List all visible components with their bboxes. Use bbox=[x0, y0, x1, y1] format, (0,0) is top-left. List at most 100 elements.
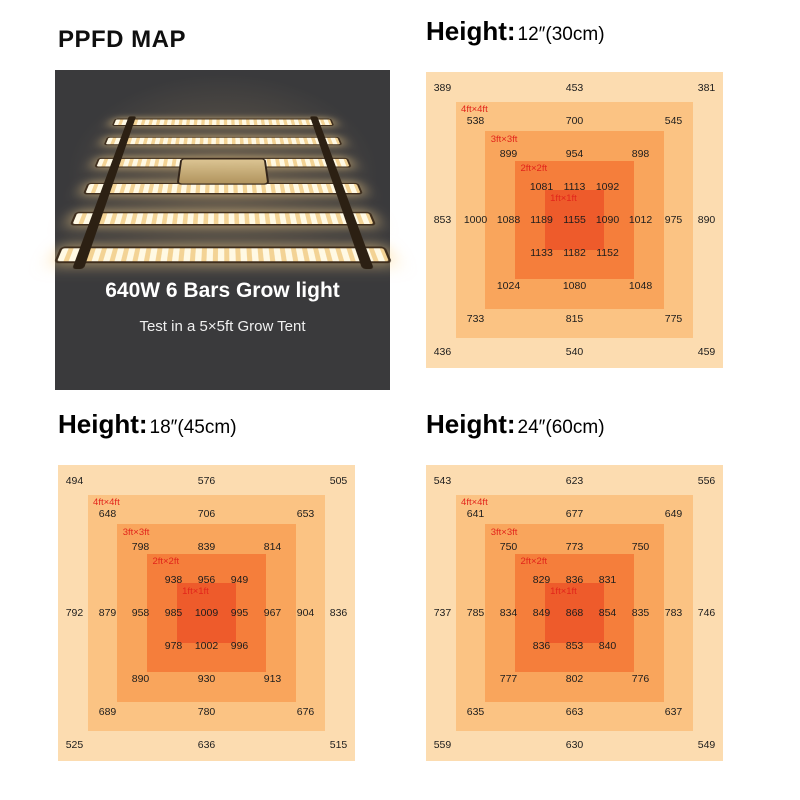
ppfd-value: 1113 bbox=[563, 181, 586, 194]
ring-size-label: 1ft×1ft bbox=[182, 585, 209, 597]
ppfd-value: 750 bbox=[499, 541, 518, 554]
ppfd-value: 1155 bbox=[563, 214, 586, 226]
ppfd-value: 1000 bbox=[463, 214, 488, 226]
ppfd-value: 930 bbox=[197, 672, 216, 685]
ppfd-value: 853 bbox=[565, 639, 584, 652]
page-title: PPFD MAP bbox=[58, 26, 187, 53]
ppfd-value: 985 bbox=[164, 607, 183, 619]
heatmap-18in: 4ft×4ft 3ft×3ft 2ft×2ft 1ft×1ft 494 576 505 648… bbox=[58, 465, 355, 761]
ring-size-label: 3ft×3ft bbox=[490, 133, 518, 145]
ppfd-value: 706 bbox=[197, 508, 216, 521]
ppfd-value: 967 bbox=[263, 607, 282, 619]
ppfd-value: 1152 bbox=[596, 246, 619, 259]
ppfd-value: 775 bbox=[664, 312, 683, 325]
ppfd-value: 1012 bbox=[628, 214, 653, 226]
ppfd-value: 785 bbox=[466, 607, 485, 619]
ppfd-value: 525 bbox=[65, 738, 84, 751]
product-panel: 640W 6 Bars Grow light Test in a 5×5ft G… bbox=[53, 70, 392, 390]
ppfd-value: 1009 bbox=[194, 607, 219, 619]
ppfd-value: 978 bbox=[164, 639, 183, 652]
ring-1x1ft bbox=[176, 583, 237, 643]
ppfd-value: 798 bbox=[131, 541, 150, 554]
ring-size-label: 1ft×1ft bbox=[550, 585, 577, 597]
ring-size-label: 2ft×2ft bbox=[520, 556, 548, 568]
ppfd-value: 545 bbox=[664, 115, 683, 128]
product-subtitle: Test in a 5×5ft Grow Tent bbox=[139, 318, 306, 335]
ring-1x1ft bbox=[544, 583, 605, 643]
ppfd-value: 815 bbox=[565, 312, 584, 325]
ppfd-value: 750 bbox=[631, 541, 650, 554]
map-header-18in: Height: 18″(45cm) bbox=[58, 409, 355, 445]
ppfd-value: 623 bbox=[565, 475, 584, 488]
height-label: Height: bbox=[426, 409, 516, 439]
ring-size-label: 3ft×3ft bbox=[490, 526, 518, 538]
ppfd-map-12in: Height: 12″(30cm) 4ft×4ft 3ft×3ft 2ft×2ft 1… bbox=[426, 16, 723, 368]
ppfd-value: 839 bbox=[197, 541, 216, 554]
ring-size-label: 4ft×4ft bbox=[461, 103, 488, 115]
ppfd-value: 649 bbox=[664, 508, 683, 521]
ppfd-value: 540 bbox=[565, 345, 584, 358]
ring-size-label: 3ft×3ft bbox=[122, 526, 150, 538]
ppfd-value: 938 bbox=[164, 574, 183, 587]
ppfd-value: 389 bbox=[433, 82, 452, 95]
height-label: Height: bbox=[426, 16, 516, 46]
ppfd-value: 783 bbox=[664, 607, 683, 619]
ppfd-value: 641 bbox=[466, 508, 485, 521]
ppfd-value: 776 bbox=[631, 672, 650, 685]
map-header-24in: Height: 24″(60cm) bbox=[426, 409, 723, 445]
ppfd-value: 648 bbox=[98, 508, 117, 521]
height-value: 18″(45cm) bbox=[149, 417, 237, 438]
ppfd-value: 1092 bbox=[595, 181, 620, 194]
ppfd-value: 1133 bbox=[530, 246, 553, 259]
ppfd-value: 792 bbox=[65, 607, 84, 619]
ppfd-value: 777 bbox=[499, 672, 518, 685]
grow-light-image bbox=[53, 70, 392, 279]
ppfd-value: 899 bbox=[499, 148, 518, 161]
ppfd-value: 1081 bbox=[529, 181, 554, 194]
ppfd-value: 835 bbox=[631, 607, 650, 619]
ppfd-value: 840 bbox=[598, 639, 617, 652]
ppfd-value: 637 bbox=[664, 705, 683, 718]
ppfd-value: 459 bbox=[697, 345, 716, 358]
ppfd-value: 1090 bbox=[595, 214, 620, 226]
ppfd-value: 436 bbox=[433, 345, 452, 358]
led-bar bbox=[53, 245, 392, 263]
ppfd-value: 996 bbox=[230, 639, 249, 652]
ppfd-value: 700 bbox=[565, 115, 584, 128]
ppfd-value: 780 bbox=[197, 705, 216, 718]
ppfd-value: 538 bbox=[466, 115, 485, 128]
product-name: 640W 6 Bars Grow light bbox=[105, 279, 340, 302]
ring-1x1ft bbox=[544, 190, 605, 250]
ring-size-label: 4ft×4ft bbox=[93, 496, 120, 508]
ppfd-value: 836 bbox=[329, 607, 348, 619]
ring-size-label: 2ft×2ft bbox=[152, 556, 180, 568]
ppfd-value: 1182 bbox=[563, 246, 586, 259]
ppfd-value: 829 bbox=[532, 574, 551, 587]
ppfd-value: 515 bbox=[329, 738, 348, 751]
ppfd-value: 381 bbox=[697, 82, 716, 95]
ppfd-value: 676 bbox=[296, 705, 315, 718]
ppfd-value: 995 bbox=[230, 607, 249, 619]
ppfd-value: 1088 bbox=[496, 214, 521, 226]
ppfd-value: 1189 bbox=[530, 214, 553, 226]
height-value: 12″(30cm) bbox=[517, 24, 605, 45]
ppfd-value: 636 bbox=[197, 738, 216, 751]
ring-size-label: 2ft×2ft bbox=[520, 163, 548, 175]
ppfd-value: 663 bbox=[565, 705, 584, 718]
ppfd-value: 802 bbox=[565, 672, 584, 685]
ppfd-map-18in: Height: 18″(45cm) 4ft×4ft 3ft×3ft 2ft×2ft 1… bbox=[58, 409, 355, 761]
led-bar bbox=[111, 118, 334, 126]
heatmap-24in: 4ft×4ft 3ft×3ft 2ft×2ft 1ft×1ft 543 623 556 641… bbox=[426, 465, 723, 761]
ppfd-value: 1048 bbox=[628, 279, 653, 292]
ppfd-value: 453 bbox=[565, 82, 584, 95]
ppfd-map-24in: Height: 24″(60cm) 4ft×4ft 3ft×3ft 2ft×2ft 1… bbox=[426, 409, 723, 761]
ppfd-value: 559 bbox=[433, 738, 452, 751]
ppfd-value: 653 bbox=[296, 508, 315, 521]
ppfd-value: 949 bbox=[230, 574, 249, 587]
ppfd-value: 849 bbox=[532, 607, 551, 619]
ppfd-value: 836 bbox=[565, 574, 584, 587]
ppfd-value: 854 bbox=[598, 607, 617, 619]
ppfd-value: 549 bbox=[697, 738, 716, 751]
ppfd-value: 898 bbox=[631, 148, 650, 161]
ppfd-value: 853 bbox=[433, 214, 452, 226]
